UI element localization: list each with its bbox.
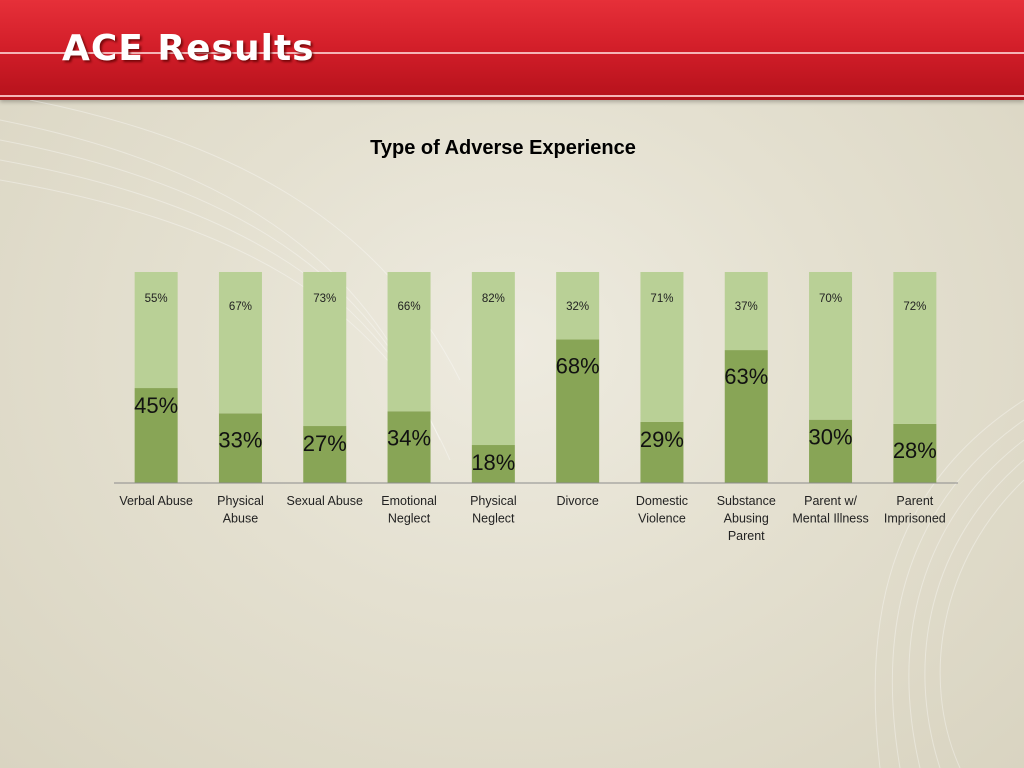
- title-banner: ACE Results: [0, 0, 1024, 100]
- bar-segment-upper: [556, 272, 600, 340]
- bar-segment-lower: [218, 413, 262, 483]
- bar-segment-upper: [809, 272, 853, 420]
- bar-segment-upper: [303, 272, 347, 427]
- x-tick-label: Physical: [217, 494, 264, 508]
- bar-segment-upper: [471, 272, 515, 446]
- bar-segment-upper: [893, 272, 937, 424]
- data-label-upper: 37%: [735, 301, 758, 313]
- x-tick-label: Domestic: [636, 494, 688, 508]
- x-tick-label: Neglect: [472, 512, 515, 526]
- x-tick-label: Parent: [728, 529, 765, 543]
- x-tick-label: Mental Illness: [792, 512, 868, 526]
- bar-segment-lower: [724, 350, 768, 483]
- x-tick-label: Violence: [638, 512, 686, 526]
- data-label-lower: 18%: [471, 450, 515, 475]
- banner-highlight-stripe: [0, 52, 1024, 54]
- data-label-upper: 32%: [566, 301, 589, 313]
- data-label-lower: 29%: [640, 427, 684, 452]
- data-label-upper: 66%: [398, 301, 421, 313]
- bar-segment-upper: [724, 272, 768, 351]
- bar-segment-lower: [556, 339, 600, 483]
- x-tick-label: Parent: [896, 494, 933, 508]
- x-tick-label: Sexual Abuse: [287, 494, 363, 508]
- data-label-lower: 63%: [724, 364, 768, 389]
- bar-segment-upper: [134, 272, 178, 389]
- x-tick-label: Substance: [717, 494, 776, 508]
- x-axis-labels: Verbal Abuse Physical Abuse Sexual Abuse Emo…: [119, 494, 945, 543]
- x-tick-label: Parent w/: [804, 494, 857, 508]
- x-tick-label: Verbal Abuse: [119, 494, 193, 508]
- bar-segment-upper: [387, 272, 431, 412]
- bar-segment-lower: [134, 388, 178, 483]
- data-label-lower: 33%: [218, 427, 262, 452]
- bar-segment-upper: [640, 272, 684, 422]
- bar-segment-lower: [387, 411, 431, 483]
- data-label-lower: 45%: [134, 393, 178, 418]
- x-tick-label: Divorce: [556, 494, 598, 508]
- x-tick-label: Neglect: [388, 512, 431, 526]
- data-label-lower: 27%: [303, 431, 347, 456]
- x-tick-label: Emotional: [381, 494, 437, 508]
- x-tick-label: Abusing: [724, 512, 769, 526]
- x-tick-label: Imprisoned: [884, 512, 946, 526]
- slide-title: ACE Results: [62, 28, 315, 69]
- data-label-lower: 28%: [893, 438, 937, 463]
- data-label-upper: 72%: [903, 301, 926, 313]
- x-tick-label: Physical: [470, 494, 517, 508]
- bars-layer: 45% 55% 33% 67% 27% 73% 34% 66% 18% 82% 68% 32% 29% 7…: [134, 272, 937, 483]
- data-label-upper: 73%: [313, 293, 336, 305]
- x-tick-label: Abuse: [223, 512, 258, 526]
- bar-segment-lower: [809, 419, 853, 483]
- bar-segment-lower: [640, 421, 684, 483]
- data-label-lower: 30%: [809, 425, 853, 450]
- data-label-lower: 68%: [556, 354, 600, 379]
- data-label-upper: 55%: [145, 293, 168, 305]
- data-label-upper: 82%: [482, 293, 505, 305]
- bar-segment-lower: [303, 426, 347, 483]
- chart-title: Type of Adverse Experience: [370, 137, 636, 159]
- data-label-upper: 67%: [229, 301, 252, 313]
- bar-segment-lower: [471, 445, 515, 483]
- banner-bottom-stripe: [0, 95, 1024, 97]
- bar-segment-upper: [218, 272, 262, 414]
- data-label-upper: 71%: [650, 293, 673, 305]
- bar-segment-lower: [893, 423, 937, 483]
- data-label-upper: 70%: [819, 293, 842, 305]
- data-label-lower: 34%: [387, 425, 431, 450]
